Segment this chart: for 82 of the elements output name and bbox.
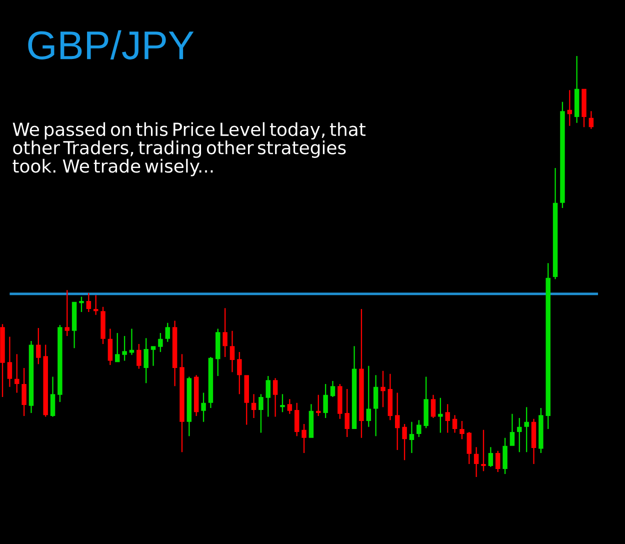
candlestick [538,408,544,453]
candlestick [108,328,113,366]
candlestick [402,424,407,460]
candlestick [352,346,357,430]
candlestick [129,328,134,355]
candlestick [43,344,48,417]
candlestick [308,404,314,438]
candlestick [302,424,306,453]
candlestick [574,56,580,123]
candlestick [552,168,558,280]
chart-title: GBP/JPY [28,30,194,60]
candlestick [201,392,206,422]
candlestick [366,366,372,427]
candlestick [28,341,34,414]
candlestick [510,414,515,446]
candlestick [373,375,378,436]
candlestick [474,447,479,477]
candlestick [79,296,84,312]
candlestick [460,421,464,440]
candlestick [380,370,386,408]
candlestick [394,392,400,450]
candlestick [488,447,494,467]
candlestick [122,336,127,361]
candlestick [72,302,77,348]
candlestick [266,376,271,417]
candlestick [416,420,422,438]
candlestick [330,381,336,398]
candlestick [100,306,106,344]
candlestick [36,328,41,364]
candlestick [158,333,163,352]
candlestick [244,375,249,425]
candlestick [495,450,500,472]
candlestick [237,352,242,394]
candlestick [272,378,278,417]
candlestick [517,418,522,452]
candlestick [438,398,443,433]
candlestick [14,354,20,393]
candlestick [546,263,550,430]
candlestick [424,376,428,428]
candlestick [338,384,342,419]
candlestick [588,111,594,129]
annotation: We passed on this Price Level today, that other Traders, trading other strategies took. We trade wisely... [12,122,366,176]
candlestick [115,333,120,362]
candlestick [502,438,508,474]
candlestick [144,338,148,384]
candlestick [466,432,472,464]
candlestick [287,399,292,414]
candlestick [0,324,5,398]
candlestick [430,394,436,418]
candlestick [531,418,536,464]
candlestick [208,357,214,408]
candlestick [50,376,56,417]
candlestick [452,415,458,433]
candlestick [316,394,321,416]
candlestick [194,375,199,416]
candlestick [251,394,256,418]
candlestick [216,328,220,376]
candlestick [186,376,192,436]
candlestick [222,308,228,358]
candlestick [180,354,184,452]
candlestick [344,389,350,438]
candlestick [7,336,12,387]
candlestick [165,322,170,342]
candlestick [445,404,450,433]
candlestick [582,88,586,128]
candlestick [22,368,26,416]
candlestick [388,374,393,420]
candlestick [280,394,285,412]
candlestick [86,293,92,312]
candlestick [409,422,414,453]
candlestick [560,102,565,208]
candlestick [172,320,178,386]
candlestick [230,330,235,372]
candlestick [359,309,364,438]
candlestick [136,344,142,369]
candlestick [258,394,264,433]
candlestick [323,384,328,418]
candlestick [294,402,300,436]
candlestick [524,407,529,452]
candlestick [58,325,62,402]
candlestick [150,346,156,366]
candlestick [64,290,70,336]
